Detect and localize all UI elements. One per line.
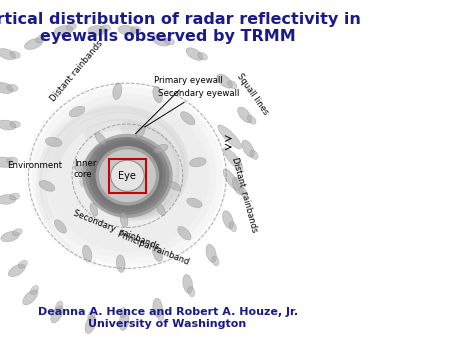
Ellipse shape [7,84,18,92]
Text: Primary eyewall: Primary eyewall [135,76,223,134]
Ellipse shape [55,301,63,311]
Ellipse shape [88,26,107,35]
Ellipse shape [153,245,162,262]
Ellipse shape [180,112,195,125]
Ellipse shape [99,149,156,202]
Ellipse shape [1,232,19,242]
Ellipse shape [92,143,162,209]
Ellipse shape [186,48,203,61]
Ellipse shape [228,81,237,89]
Ellipse shape [157,203,165,216]
Ellipse shape [223,148,243,170]
Ellipse shape [198,53,207,60]
Ellipse shape [111,160,144,191]
Ellipse shape [0,157,14,167]
Ellipse shape [152,35,170,46]
Text: Distant rainbands: Distant rainbands [49,39,105,103]
Ellipse shape [66,23,76,30]
Ellipse shape [164,38,175,45]
Ellipse shape [168,182,180,190]
Ellipse shape [39,180,55,191]
Ellipse shape [88,311,94,321]
Text: Environment: Environment [7,161,63,170]
Bar [109,159,146,193]
Ellipse shape [100,25,111,31]
Ellipse shape [154,144,168,153]
Text: Deanna A. Hence and Robert A. Houze, Jr.
University of Washington: Deanna A. Hence and Robert A. Houze, Jr.… [37,307,298,329]
Ellipse shape [10,51,20,58]
Ellipse shape [116,255,125,272]
Ellipse shape [250,150,258,160]
Ellipse shape [0,82,13,93]
Ellipse shape [86,137,169,215]
Ellipse shape [54,25,73,35]
Ellipse shape [119,312,129,331]
Ellipse shape [0,195,16,204]
Ellipse shape [229,222,237,232]
Text: Inner
core: Inner core [74,159,96,179]
Ellipse shape [238,107,252,123]
Ellipse shape [187,198,202,208]
Ellipse shape [0,49,16,59]
Ellipse shape [32,87,223,264]
Ellipse shape [153,298,162,317]
Ellipse shape [95,146,159,206]
Ellipse shape [54,220,66,233]
Ellipse shape [23,290,38,305]
Ellipse shape [153,87,162,103]
Ellipse shape [51,306,63,323]
Ellipse shape [136,126,145,138]
Ellipse shape [157,310,164,321]
Ellipse shape [206,244,216,263]
Ellipse shape [82,245,92,262]
Ellipse shape [39,93,216,258]
Ellipse shape [30,286,39,295]
Text: AMS
Hurricane
and Tropical
Meteorology
Conference

Tucson

May 9, 2010: AMS Hurricane and Tropical Meteorology C… [356,78,429,247]
Text: Secondary  rainbands: Secondary rainbands [72,209,161,252]
Ellipse shape [189,158,206,167]
Ellipse shape [113,83,122,100]
Ellipse shape [45,100,210,252]
Ellipse shape [74,165,87,173]
Ellipse shape [82,134,173,218]
Ellipse shape [36,35,45,43]
Ellipse shape [13,229,22,236]
Ellipse shape [183,274,193,293]
Text: Eye: Eye [118,171,136,181]
Ellipse shape [8,264,25,277]
Ellipse shape [239,188,248,197]
Ellipse shape [188,287,195,297]
Ellipse shape [0,120,16,130]
Ellipse shape [10,121,20,128]
Ellipse shape [218,125,242,149]
Ellipse shape [222,211,234,229]
Ellipse shape [118,25,137,35]
Ellipse shape [89,140,166,212]
Ellipse shape [232,177,244,195]
Text: Squall lines: Squall lines [235,72,270,117]
Ellipse shape [212,256,219,266]
Ellipse shape [242,140,254,157]
Ellipse shape [120,212,128,227]
Text: Distant  rainbands: Distant rainbands [230,156,258,233]
Ellipse shape [18,260,27,268]
Ellipse shape [130,26,141,33]
Ellipse shape [178,226,191,240]
Ellipse shape [217,74,232,88]
Ellipse shape [95,132,106,145]
Ellipse shape [9,193,20,200]
Ellipse shape [45,137,62,147]
Ellipse shape [223,169,239,191]
Ellipse shape [69,106,85,117]
Ellipse shape [248,116,256,124]
Text: Principal rainband: Principal rainband [116,230,190,267]
Ellipse shape [7,157,18,164]
Ellipse shape [85,315,96,334]
Ellipse shape [120,308,126,318]
Text: Secondary eyewall: Secondary eyewall [145,89,239,127]
Ellipse shape [25,81,230,271]
Ellipse shape [25,39,42,49]
Text: Vertical distribution of radar reflectivity in
eyewalls observed by TRMM: Vertical distribution of radar reflectiv… [0,12,361,44]
Ellipse shape [90,203,98,216]
